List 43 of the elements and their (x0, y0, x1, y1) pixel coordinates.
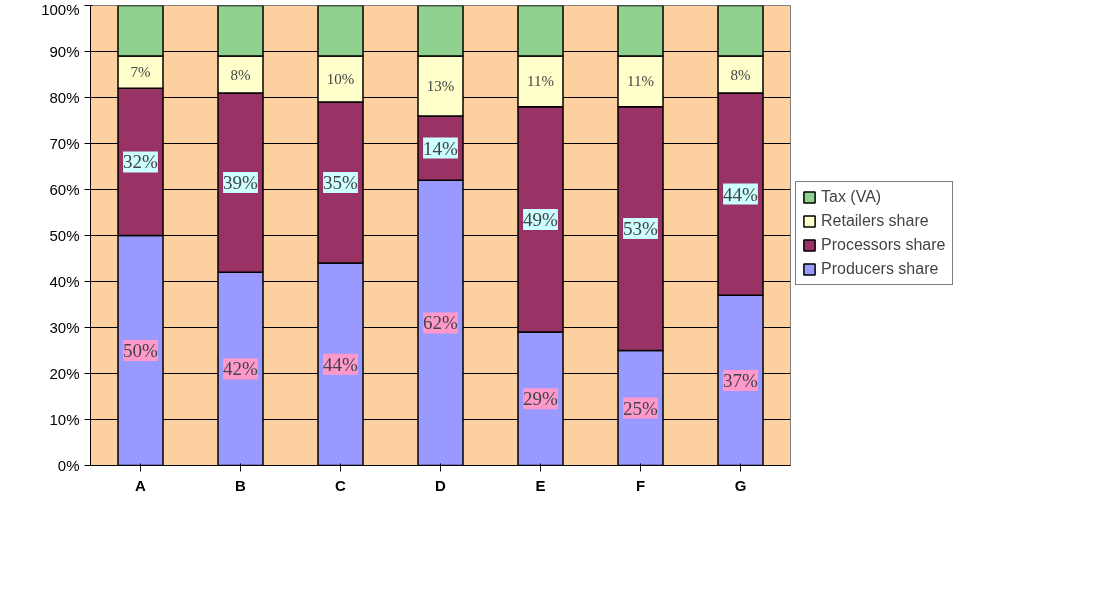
data-label: 44% (723, 183, 759, 205)
x-tick-label: E (535, 476, 546, 494)
data-label: 49% (523, 208, 559, 230)
y-tick-label: 100% (41, 0, 80, 18)
data-label: 13% (426, 78, 455, 94)
y-tick-label: 10% (49, 411, 80, 428)
x-tick-label: F (635, 476, 646, 494)
data-label: 35% (323, 172, 359, 194)
data-label: 44% (323, 353, 359, 375)
x-tick-label: C (335, 476, 347, 494)
data-label: 8% (230, 66, 251, 83)
data-label: 29% (523, 388, 559, 410)
y-tick-label: 80% (49, 89, 80, 106)
x-tick-label: G (734, 476, 747, 494)
x-tick-label: D (435, 476, 447, 494)
data-label: 10% (326, 71, 355, 88)
legend-label: Producers share (821, 260, 939, 278)
data-label: 39% (223, 172, 259, 194)
data-label: 62% (423, 312, 459, 334)
data-label: 42% (223, 358, 259, 380)
data-label: 14% (423, 137, 459, 159)
data-label: 7% (130, 64, 151, 81)
y-tick-label: 70% (49, 135, 80, 152)
y-tick-label: 50% (49, 227, 80, 244)
data-label: 32% (123, 151, 159, 173)
data-label: 11% (627, 73, 654, 90)
y-tick-label: 90% (49, 43, 80, 60)
y-tick-label: 0% (57, 457, 80, 474)
legend-label: Tax (VA) (821, 188, 882, 206)
y-tick-label: 40% (49, 273, 80, 290)
data-label: 50% (123, 340, 159, 361)
legend-label: Processors share (821, 236, 946, 254)
data-label: 11% (527, 73, 554, 90)
legend-label: Retailers share (821, 212, 929, 230)
x-tick-label: A (135, 476, 147, 494)
y-tick-label: 30% (49, 319, 80, 336)
data-label: 8% (730, 66, 751, 83)
data-label: 53% (623, 218, 659, 240)
y-tick-label: 20% (49, 365, 80, 382)
data-label: 37% (723, 369, 759, 391)
y-tick-label: 60% (49, 181, 80, 198)
data-label: 25% (623, 397, 659, 419)
x-tick-label: B (235, 476, 247, 494)
